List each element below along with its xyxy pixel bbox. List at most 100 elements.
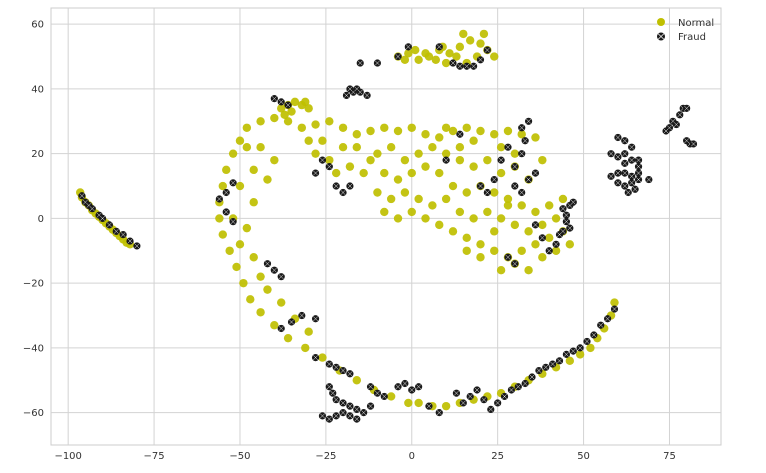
fraud-point-cross [598, 322, 604, 328]
series-fraud [78, 43, 698, 423]
fraud-point-cross [426, 403, 432, 409]
fraud-point-cross [615, 170, 621, 176]
normal-point [263, 285, 272, 294]
fraud-point-cross [271, 267, 277, 273]
fraud-point-cross [484, 47, 490, 53]
fraud-point-cross [553, 241, 559, 247]
normal-point [476, 39, 485, 48]
normal-point [407, 123, 416, 132]
normal-point [531, 207, 540, 217]
normal-point [304, 104, 313, 113]
y-tick-label: −40 [23, 343, 44, 354]
normal-point [277, 298, 286, 307]
normal-point [290, 97, 300, 107]
normal-point [400, 188, 410, 197]
normal-point [510, 149, 520, 158]
normal-point [545, 233, 554, 243]
normal-point [538, 220, 547, 230]
fraud-point-cross [326, 361, 332, 367]
fraud-point-cross [271, 96, 277, 102]
fraud-point-cross [395, 54, 401, 60]
normal-point [565, 240, 575, 249]
normal-point [270, 321, 279, 330]
fraud-point-cross [543, 364, 549, 370]
fraud-point-cross [636, 170, 642, 176]
fraud-point-cross [443, 157, 449, 163]
fraud-point-cross [409, 387, 415, 393]
fraud-point-cross [663, 128, 669, 134]
fraud-point-cross [636, 157, 642, 163]
normal-point [359, 168, 368, 178]
fraud-point-cross [374, 60, 380, 66]
fraud-point-cross [416, 384, 422, 390]
fraud-point-cross [347, 86, 353, 92]
fraud-point-cross [526, 177, 532, 183]
x-tick-label: −75 [144, 451, 165, 462]
fraud-point-cross [629, 173, 635, 179]
fraud-point-cross [684, 105, 690, 111]
legend-fraud-marker [657, 32, 665, 41]
fraud-point-cross [120, 232, 126, 238]
fraud-point-cross [319, 413, 325, 419]
normal-point [325, 117, 334, 126]
normal-point [455, 207, 465, 217]
normal-point [452, 52, 461, 61]
fraud-point-cross [608, 173, 614, 179]
fraud-point-cross [502, 393, 508, 399]
normal-point [352, 130, 361, 139]
y-tick-label: 0 [38, 214, 44, 225]
normal-point [421, 49, 430, 58]
fraud-point-cross [673, 122, 679, 128]
normal-point [215, 214, 224, 223]
fraud-point-cross [563, 219, 569, 225]
fraud-point-cross [560, 206, 566, 212]
normal-point [551, 214, 561, 223]
normal-point [551, 246, 561, 255]
fraud-point-cross [563, 212, 569, 218]
normal-point [517, 201, 526, 210]
normal-point [235, 181, 245, 191]
fraud-point-cross [464, 63, 470, 69]
fraud-point-cross [539, 235, 545, 241]
fraud-point-cross [622, 151, 628, 157]
normal-point [373, 149, 382, 158]
fraud-point-cross [354, 416, 360, 422]
normal-point [462, 233, 471, 243]
normal-point [393, 214, 403, 223]
fraud-point-cross [354, 406, 360, 412]
normal-point [448, 181, 458, 191]
normal-point [338, 123, 348, 132]
y-tick-label: 20 [31, 149, 44, 160]
normal-point [496, 266, 506, 275]
fraud-point-cross [278, 274, 284, 280]
fraud-point-cross [512, 164, 518, 170]
normal-point [283, 333, 293, 343]
fraud-point-cross [368, 384, 374, 390]
fraud-point-cross [319, 157, 325, 163]
fraud-point-cross [505, 144, 511, 150]
normal-point [270, 113, 279, 123]
fraud-point-cross [491, 177, 497, 183]
normal-point [242, 142, 252, 152]
fraud-point-cross [512, 261, 518, 267]
fraud-point-cross [646, 177, 652, 183]
points-layer [76, 29, 698, 423]
normal-point [366, 126, 375, 136]
normal-point [490, 246, 499, 255]
fraud-point-cross [330, 390, 336, 396]
normal-point [311, 120, 320, 129]
fraud-point-cross [625, 190, 631, 195]
normal-point [490, 52, 499, 61]
fraud-point-cross [89, 206, 95, 212]
fraud-point-cross [344, 92, 349, 98]
fraud-point-cross [347, 183, 353, 189]
normal-point [496, 142, 506, 152]
normal-point [483, 155, 492, 165]
normal-point [490, 130, 499, 139]
normal-point [469, 136, 478, 145]
normal-point [393, 126, 403, 136]
normal-point [421, 130, 430, 139]
fraud-point-cross [570, 348, 576, 354]
normal-point [404, 398, 413, 408]
fraud-point-cross [230, 219, 236, 225]
